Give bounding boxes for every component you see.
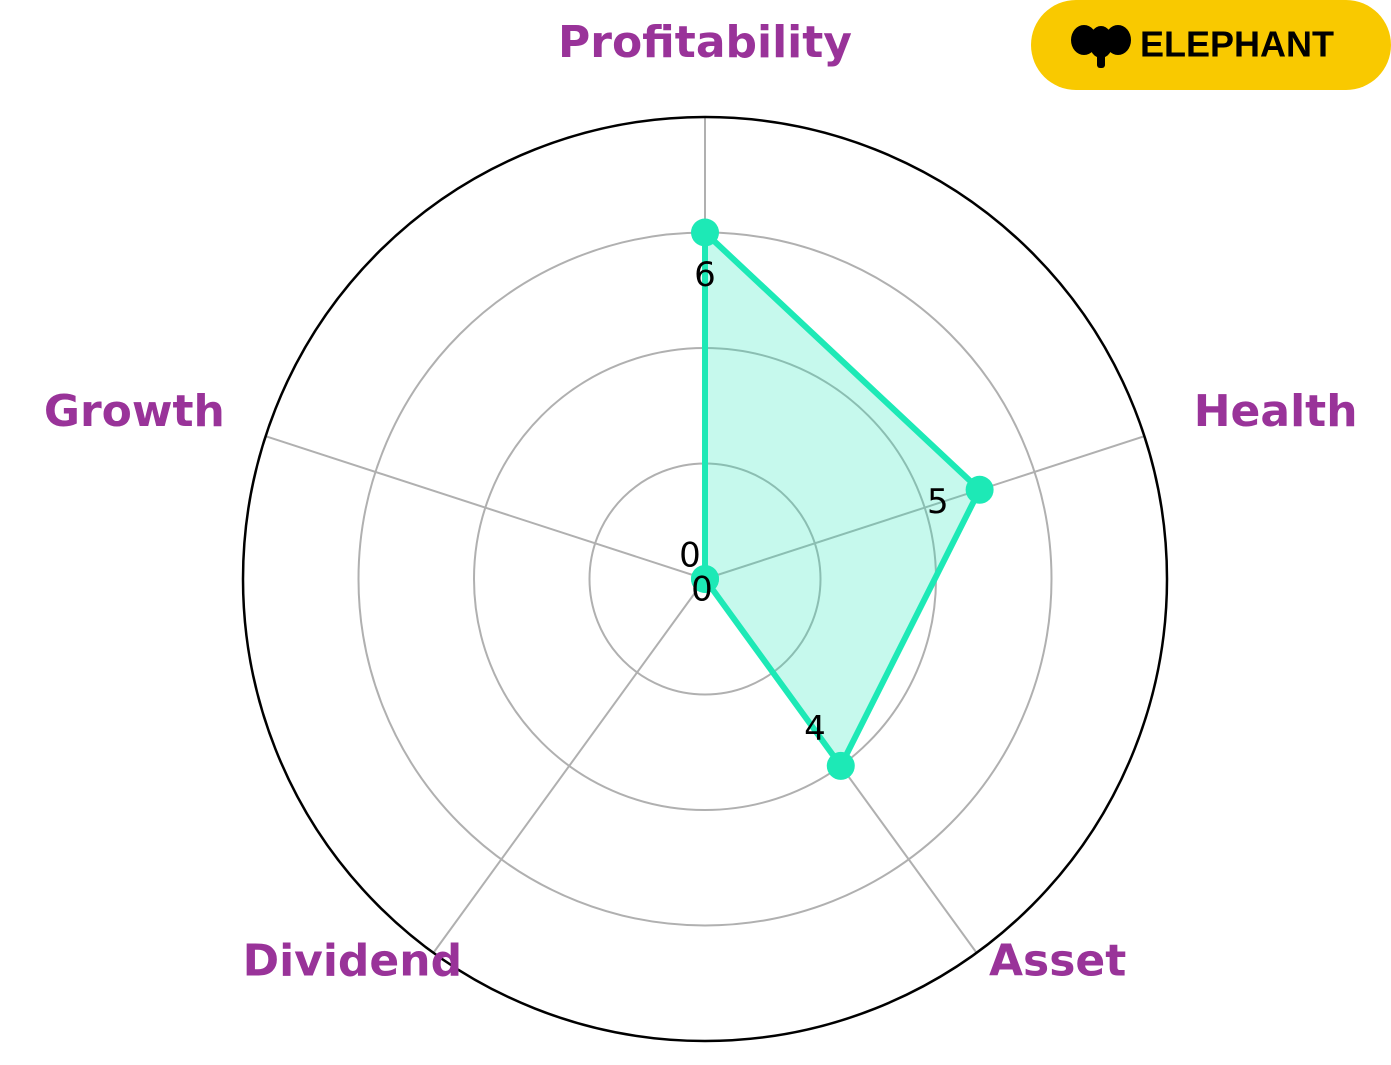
brand-name: ELEPHANT: [1140, 24, 1334, 65]
badge-background: [1031, 0, 1391, 90]
category-label: Profitability: [558, 17, 852, 68]
category-label: Growth: [44, 386, 225, 437]
elephant-icon: [1071, 25, 1131, 68]
value-label: 0: [691, 570, 713, 610]
outer-ring: [241, 115, 1169, 1043]
value-label: 4: [804, 709, 826, 749]
category-label: Asset: [989, 935, 1126, 986]
value-label: 0: [679, 536, 701, 576]
category-label: Health: [1194, 386, 1358, 437]
spoke: [432, 578, 706, 954]
spoke: [265, 435, 706, 580]
radar-point: [826, 751, 855, 780]
brand-badge: ELEPHANT: [1031, 0, 1391, 90]
radar-point: [691, 565, 719, 593]
radar-point: [965, 475, 994, 504]
value-label: 6: [694, 255, 716, 295]
value-label: 5: [927, 482, 949, 522]
radar-point: [691, 218, 719, 247]
category-label: Dividend: [243, 935, 463, 986]
spoke: [704, 435, 1145, 580]
